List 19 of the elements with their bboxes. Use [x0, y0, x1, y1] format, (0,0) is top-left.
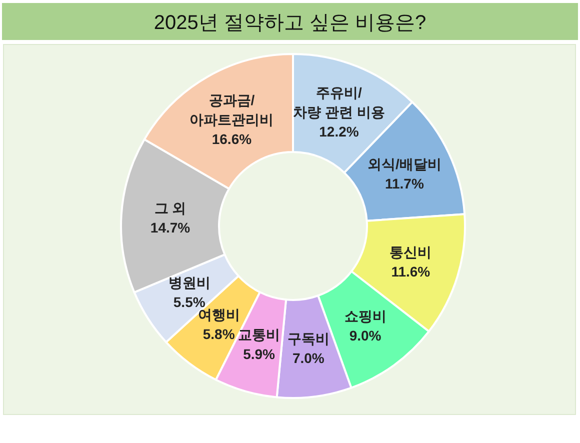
data-label: 11.7%	[384, 176, 424, 192]
data-label: 16.6%	[212, 130, 252, 147]
data-label: 11.6%	[391, 264, 431, 280]
slice-label: 구독비	[287, 330, 330, 346]
slice-label: 공과금/아파트관리비	[190, 92, 274, 128]
slice-label: 그 외	[154, 200, 186, 216]
data-label: 7.0%	[292, 350, 325, 366]
chart-title: 2025년 절약하고 싶은 비용은?	[154, 12, 426, 34]
slice-label: 교통비	[238, 326, 280, 342]
slice-label: 주유비/차량 관련 비용	[293, 84, 385, 120]
data-label: 5.9%	[243, 346, 276, 362]
slice-label: 통신비	[390, 244, 432, 260]
data-label: 14.7%	[150, 220, 191, 236]
data-label: 5.8%	[202, 326, 236, 342]
slice-label: 쇼핑비	[344, 308, 386, 324]
slice-label: 외식/배달비	[368, 156, 442, 172]
slice-label: 병원비	[168, 274, 210, 290]
data-label: 12.2%	[319, 123, 360, 140]
data-label: 9.0%	[349, 327, 382, 344]
